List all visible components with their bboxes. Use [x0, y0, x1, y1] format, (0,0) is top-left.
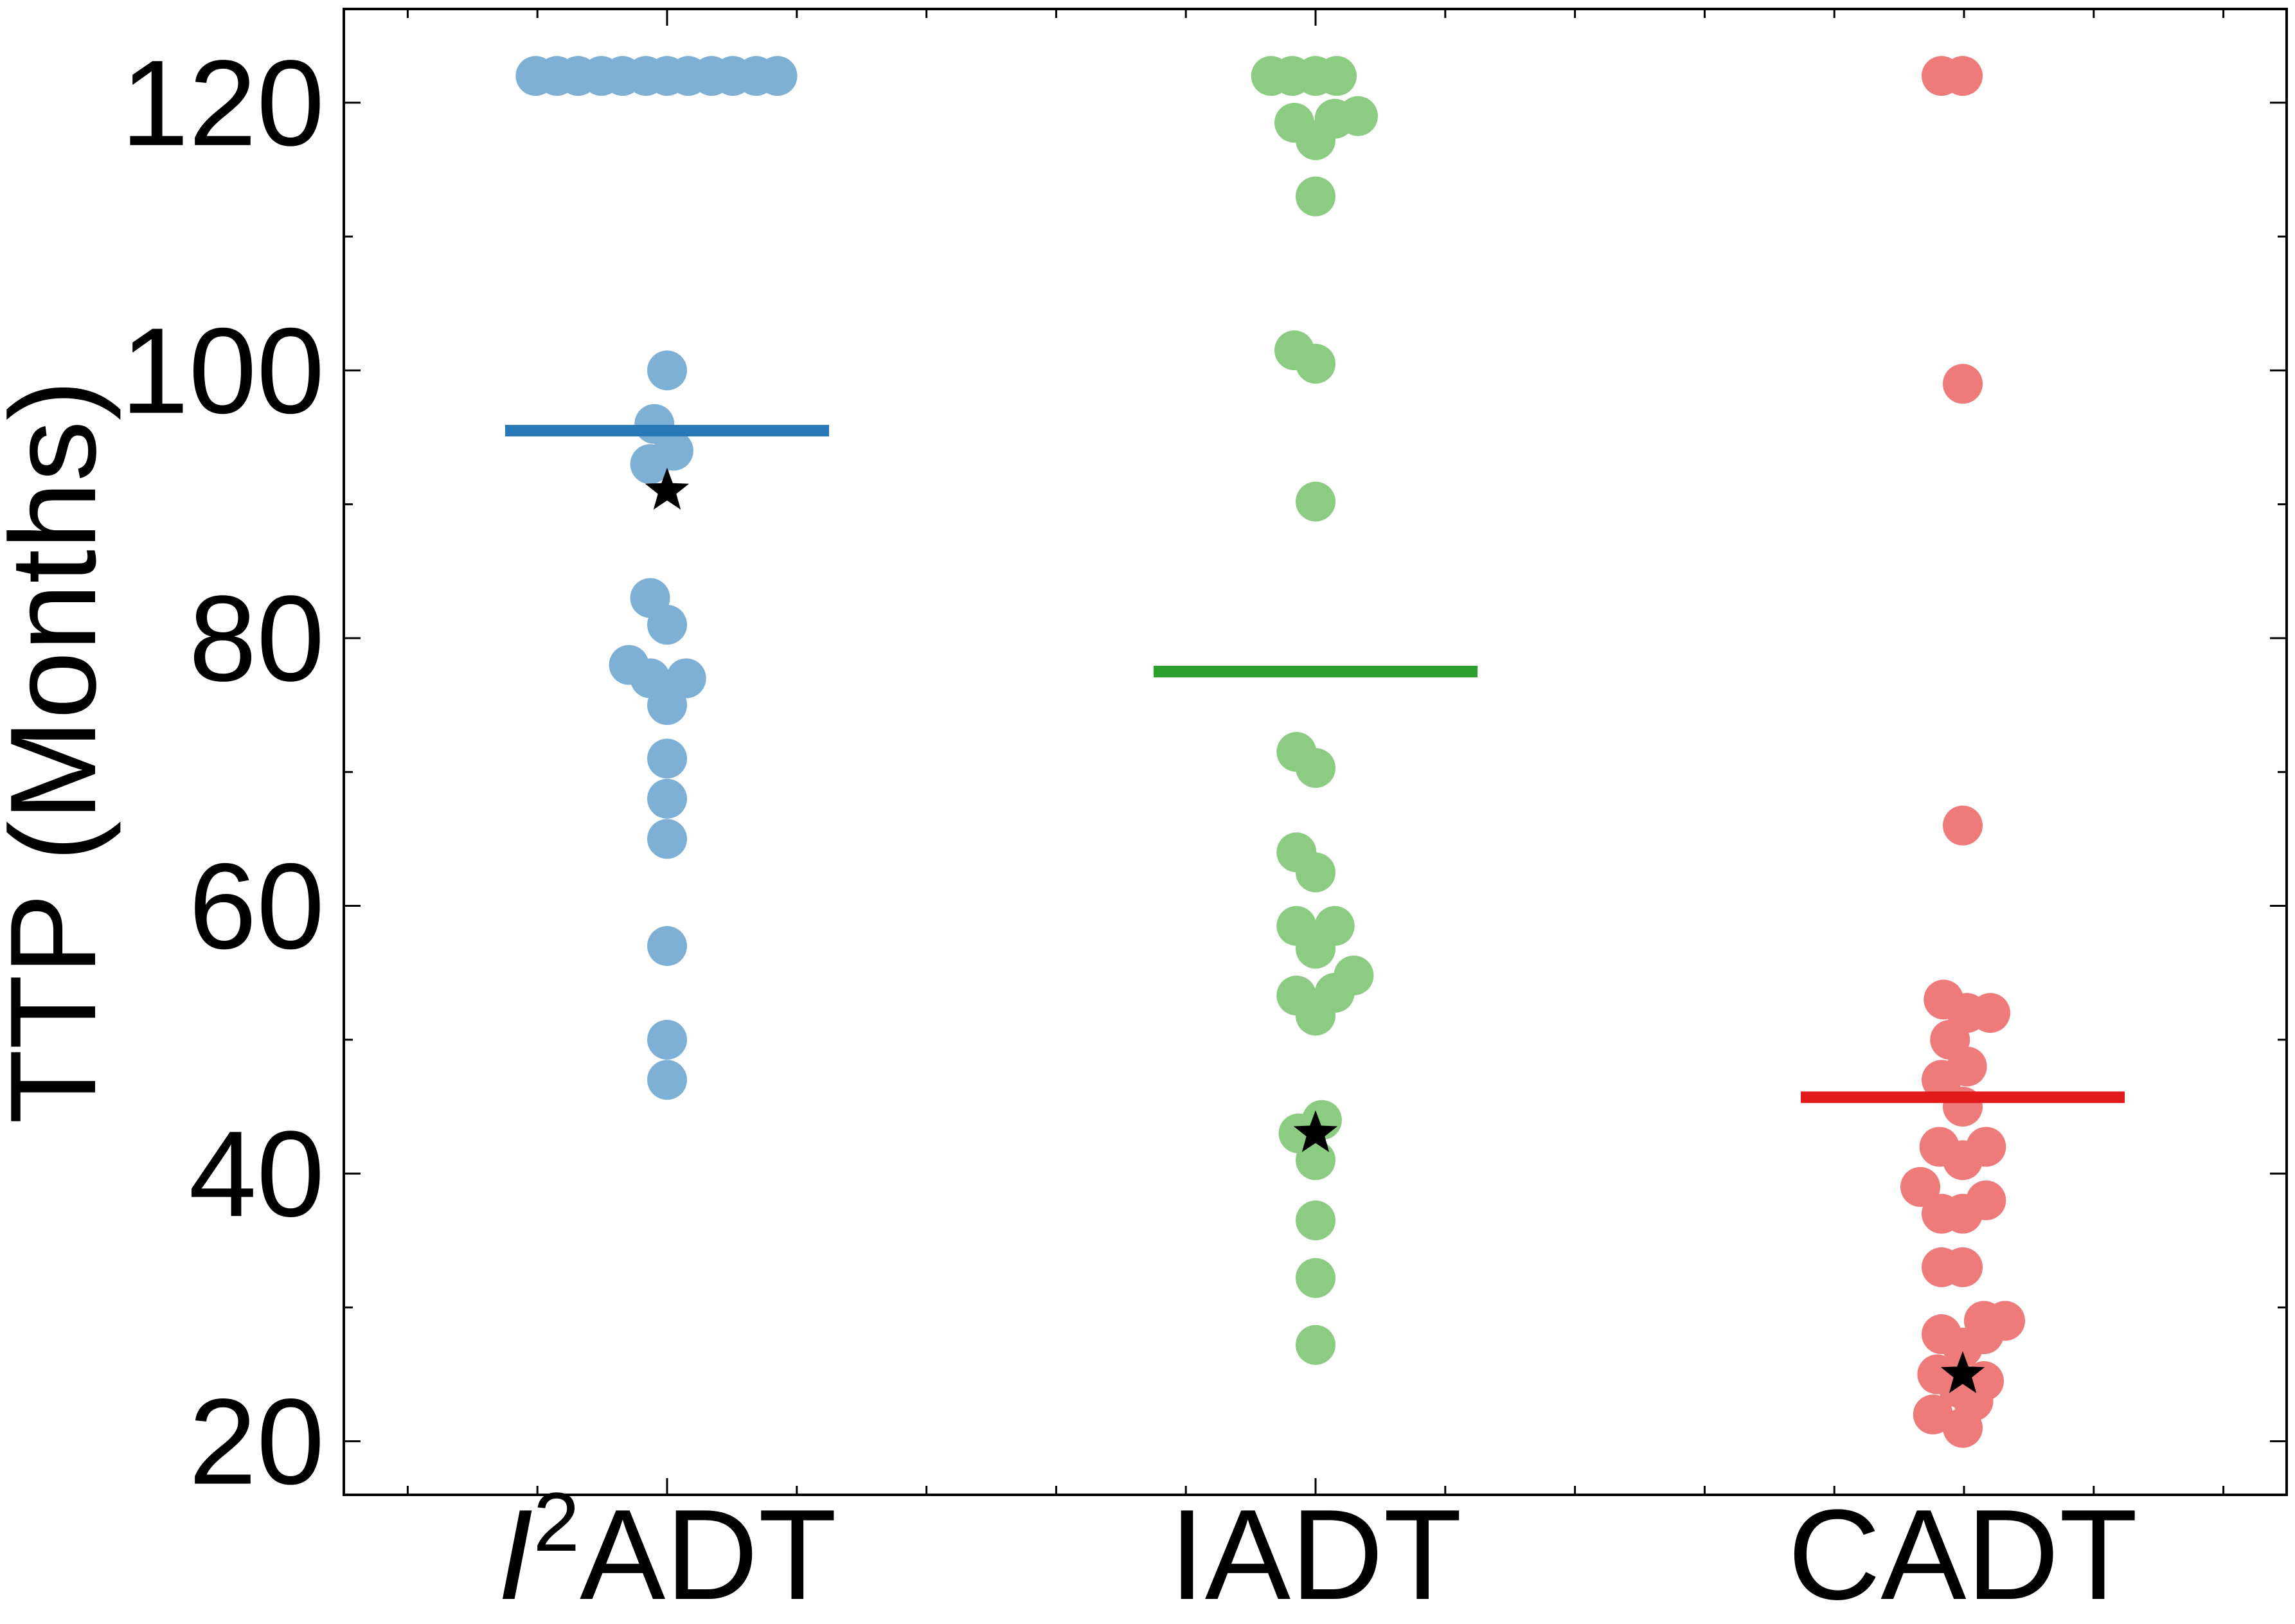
data-point [1943, 364, 1983, 404]
data-point [1943, 805, 1983, 846]
data-point [1970, 993, 2010, 1033]
data-point [630, 444, 670, 485]
data-point [1943, 1193, 1983, 1234]
y-tick-labels: 20 40 60 80 100 120 [121, 35, 325, 1510]
y-tick-label: 80 [189, 571, 325, 707]
data-point [1913, 1395, 1953, 1435]
data-point [1943, 56, 1983, 96]
y-tick-label: 120 [121, 35, 325, 172]
x-tick-label: I2ADT [497, 1475, 837, 1624]
x-tick-label: CADT [1788, 1483, 2138, 1624]
data-point [1296, 1140, 1335, 1181]
data-point [1943, 1327, 1983, 1368]
data-point [647, 1019, 687, 1060]
plot-frame [343, 8, 2288, 1496]
data-point [647, 738, 687, 779]
data-point [1296, 120, 1335, 161]
y-axis-label: TTP (Months) [0, 380, 121, 1124]
x-tick-label: IADT [1169, 1483, 1462, 1624]
data-points [515, 56, 2025, 1448]
axis-ticks [344, 9, 2287, 1495]
data-point [1900, 1166, 1940, 1207]
data-point [757, 56, 798, 96]
data-point [1296, 176, 1335, 217]
data-point [1317, 56, 1357, 96]
data-point [1296, 481, 1335, 522]
data-point [647, 1060, 687, 1100]
y-tick-label: 100 [121, 303, 325, 439]
data-point [1943, 1407, 1983, 1448]
data-point [1296, 1325, 1335, 1365]
y-tick-label: 20 [189, 1374, 325, 1510]
star-marker [1940, 1351, 1985, 1393]
x-tick-labels: I2ADT IADT CADT [497, 1475, 2138, 1624]
data-point [647, 350, 687, 391]
data-point [1943, 1247, 1983, 1287]
data-point [647, 819, 687, 859]
data-point [1922, 1060, 1961, 1100]
data-point [647, 685, 687, 726]
data-point [1296, 343, 1335, 384]
y-tick-label: 60 [189, 839, 325, 975]
star-marker [645, 467, 690, 510]
data-point [1296, 747, 1335, 788]
data-point [647, 778, 687, 819]
data-point [1296, 1258, 1335, 1298]
data-point [1296, 995, 1335, 1036]
y-tick-label: 40 [189, 1106, 325, 1242]
star-markers [645, 467, 1985, 1393]
mean-lines [505, 425, 2125, 1103]
data-point [1943, 1140, 1983, 1181]
star-marker [1293, 1110, 1338, 1152]
data-point [1296, 852, 1335, 893]
data-point [647, 605, 687, 645]
data-point [1296, 929, 1335, 969]
data-point [647, 926, 687, 967]
data-point [1296, 1200, 1335, 1241]
